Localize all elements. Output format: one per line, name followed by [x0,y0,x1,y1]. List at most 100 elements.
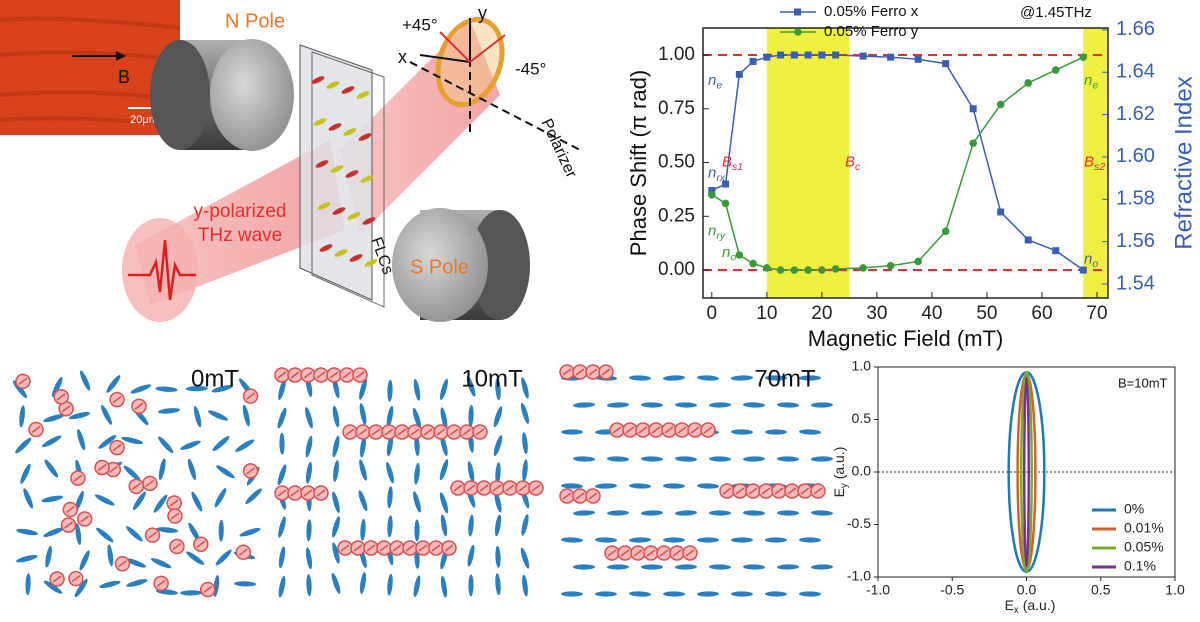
particle-mark [371,428,381,436]
point-label: Bs1 [722,153,743,172]
particle-mark [342,371,352,379]
legend-marker [794,8,801,16]
marker [941,227,950,236]
flc-rod [334,249,348,257]
y-tick-label: 0.5 [852,410,872,426]
particle-mark [562,492,572,500]
lc-rod [663,537,685,543]
wave-cone [122,218,198,322]
lc-rod [799,375,821,381]
particle-mark [196,540,206,548]
polarizer-label: Polarizer [538,116,580,181]
lc-rod [731,375,753,381]
lc-rod [333,460,339,482]
angle-arrow [439,31,471,63]
particle-mark [366,544,376,552]
x-axis-label: Ex (a.u.) [1005,597,1056,616]
polarization-ellipse [1023,376,1030,568]
x-tick-label: 70 [1086,303,1107,324]
marker [1079,53,1088,61]
marker [887,53,895,61]
y2-tick-label: 1.66 [1116,18,1155,40]
marker [886,261,895,270]
y-tick-label: -1.0 [847,568,871,584]
y-tick-label: 1.0 [852,358,872,374]
flc-rod [345,170,359,178]
lc-rod [242,404,250,427]
marker [818,51,826,59]
polarization-ellipse [1020,371,1033,573]
particle-mark [588,368,598,376]
lc-rod [573,456,595,462]
lc-rod [607,564,629,570]
flc-rod [319,244,333,252]
lc-rod [811,510,833,516]
particle-mark [475,428,485,436]
micrograph: B 20μm [0,0,181,135]
lc-rod [331,516,341,538]
lc-rod [439,492,449,514]
lc-rod [765,429,787,435]
lc-rod [359,403,367,425]
marker [997,208,1005,216]
lc-rod [306,519,312,542]
point-label: Bc [845,153,861,172]
marker [942,60,950,68]
particle-mark [638,426,648,434]
particle-mark [774,487,784,495]
lc-rod [387,379,393,402]
panel-label: 70mT [754,365,816,392]
lc-rod [468,514,474,537]
point-label-main: B [722,153,732,170]
x-tick-label: 20 [811,303,832,324]
lc-rod [360,518,366,541]
charts: 0 10 20 30 40 50 60 70 0.00 0.25 0.50 0.75 1.00 1.54 1… [626,3,1198,616]
flc-rod [364,259,378,267]
axis-dash [409,61,581,151]
particle-mark [290,371,300,379]
particle-mark [169,499,179,507]
particle-mark [813,487,823,495]
marker [1052,247,1060,255]
particle-mark [80,515,90,523]
lc-rod [153,494,168,513]
particle-mark [405,544,415,552]
x-tick-label: -0.5 [940,582,964,598]
lc-rod [386,405,394,428]
lc-rod [765,591,787,597]
point-label-sub: c [855,161,861,173]
lc-rod [675,510,697,516]
lc-rod [387,573,393,596]
y2-tick-label: 1.60 [1116,145,1155,167]
particle-mark [601,368,611,376]
lc-rod [278,378,286,401]
lc-rod [697,375,719,381]
point-label-sub: o [730,251,736,263]
lc-rod [99,580,121,589]
particle-mark [379,544,389,552]
wave-label: y-polarized [194,201,287,222]
lc-rod [359,572,367,594]
marker [722,180,730,188]
particle-mark [303,371,313,379]
particle-mark [418,544,428,552]
particle-mark [423,428,433,436]
particle-mark [492,484,502,492]
y2-tick-label: 1.58 [1116,188,1155,210]
particle-mark [329,371,339,379]
marker [969,105,977,113]
point-label-sub: ry [716,230,725,242]
lc-rod [413,575,421,597]
lc-rod [697,591,719,597]
lc-rod [573,402,595,408]
marker [914,257,922,266]
lc-rod [16,528,38,536]
lc-rod [675,456,697,462]
sample-plate [299,44,373,301]
marker [969,139,977,147]
point-label: no [1084,250,1098,269]
y-tick-label: 1.00 [658,44,695,65]
lc-rod [20,463,31,484]
particle-mark [690,426,700,434]
lc-rod [25,573,31,596]
